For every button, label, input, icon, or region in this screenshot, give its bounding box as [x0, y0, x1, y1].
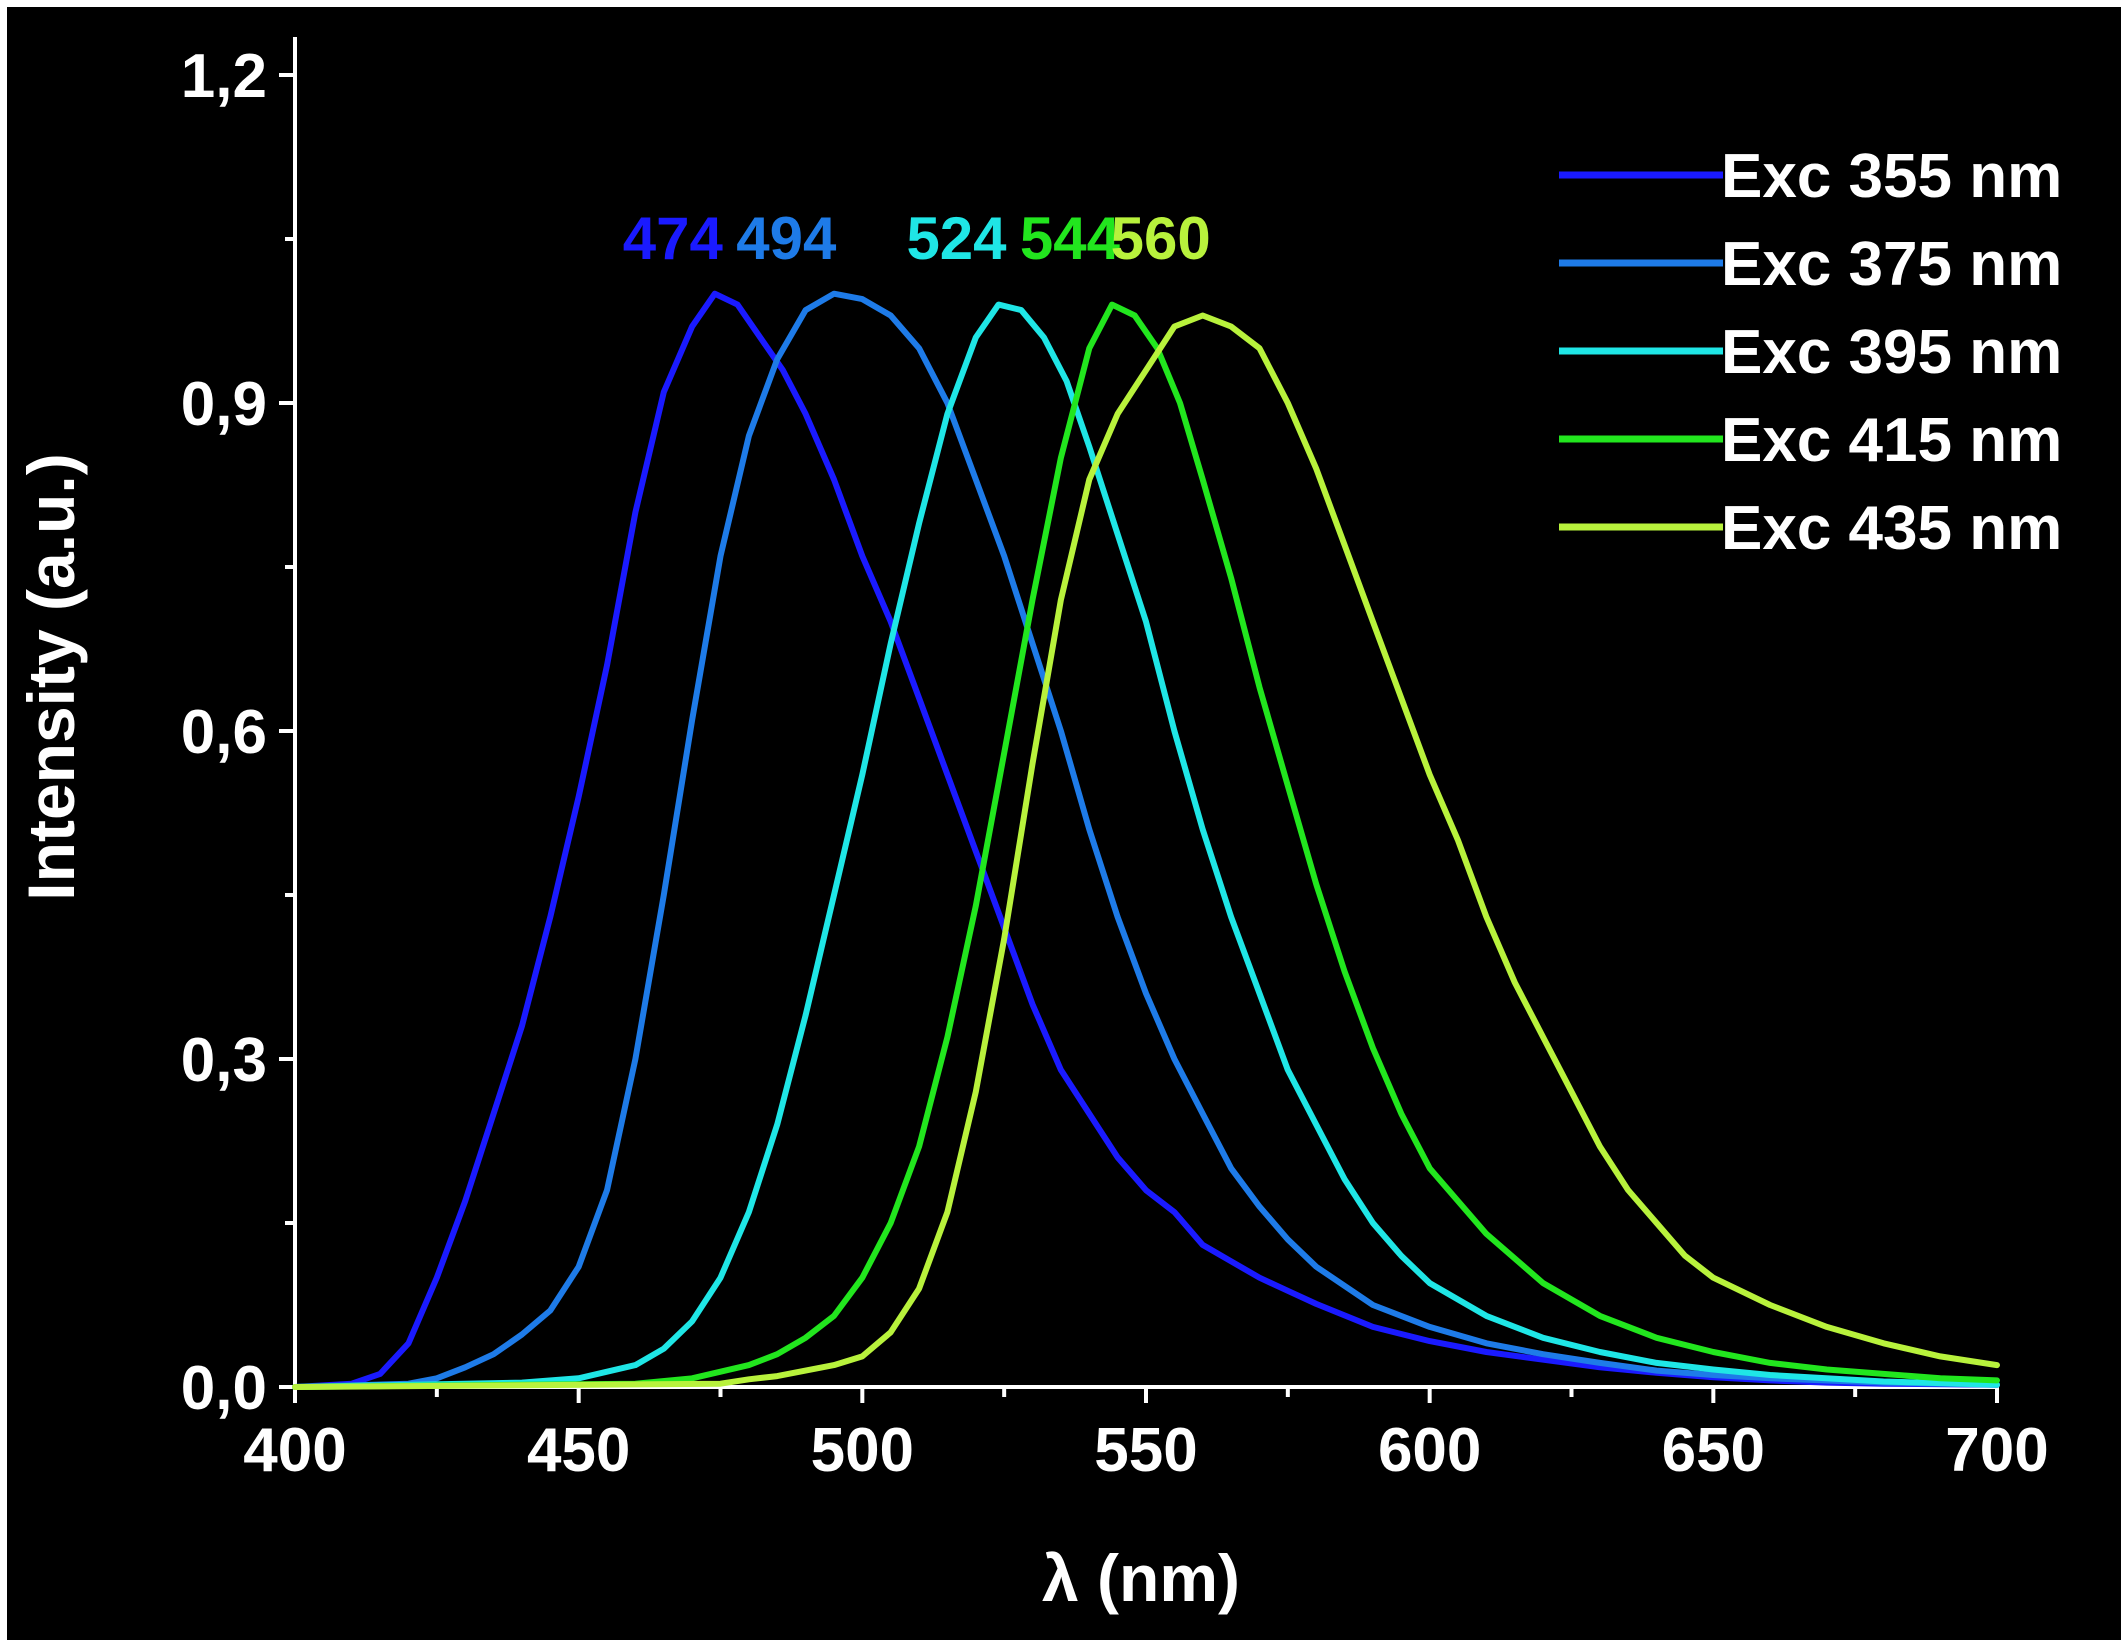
y-axis-title: Intensity (a.u.)	[14, 453, 88, 900]
peak-label-5: 560	[1111, 205, 1211, 272]
x-axis-title: λ (nm)	[1042, 1541, 1240, 1615]
x-tick-label: 400	[243, 1416, 346, 1485]
series-line-5	[292, 312, 2000, 1390]
peak-label-1: 474	[623, 205, 724, 272]
series-line-3	[292, 301, 2000, 1390]
x-tick-label: 500	[811, 1416, 914, 1485]
legend-label-1: Exc 355 nm	[1721, 142, 2062, 211]
x-tick-label: 550	[1094, 1416, 1197, 1485]
x-tick-label: 700	[1945, 1416, 2048, 1485]
peak-label-2: 494	[736, 205, 837, 272]
y-tick-label: 0,0	[181, 1354, 267, 1423]
peak-label-4: 544	[1020, 205, 1121, 272]
peak-label-3: 524	[906, 205, 1007, 272]
x-tick-label: 600	[1378, 1416, 1481, 1485]
y-tick-label: 1,2	[181, 42, 267, 111]
legend: Exc 355 nm Exc 375 nm Exc 395 nm Exc 415 nm…	[1559, 142, 2062, 563]
chart-frame: 400 450 500 550 600 650 700 0,0 0,3 0,6 0,9 1,2 474…	[7, 7, 2121, 1640]
legend-label-2: Exc 375 nm	[1721, 230, 2062, 299]
series-line-4	[292, 301, 2000, 1390]
axes: 400 450 500 550 600 650 700 0,0 0,3 0,6 0,9 1,2	[181, 37, 2049, 1485]
y-tick-label: 0,3	[181, 1026, 267, 1095]
legend-label-4: Exc 415 nm	[1721, 406, 2062, 475]
legend-label-3: Exc 395 nm	[1721, 318, 2062, 387]
legend-label-5: Exc 435 nm	[1721, 494, 2062, 563]
y-tick-label: 0,6	[181, 698, 267, 767]
series-line-1	[292, 290, 2000, 1390]
y-tick-label: 0,9	[181, 370, 267, 439]
series-line-2	[292, 290, 2000, 1390]
x-tick-label: 650	[1662, 1416, 1765, 1485]
x-tick-label: 450	[527, 1416, 630, 1485]
emission-spectra-chart: 400 450 500 550 600 650 700 0,0 0,3 0,6 0,9 1,2 474…	[14, 37, 2062, 1615]
series-lines	[292, 290, 2000, 1390]
